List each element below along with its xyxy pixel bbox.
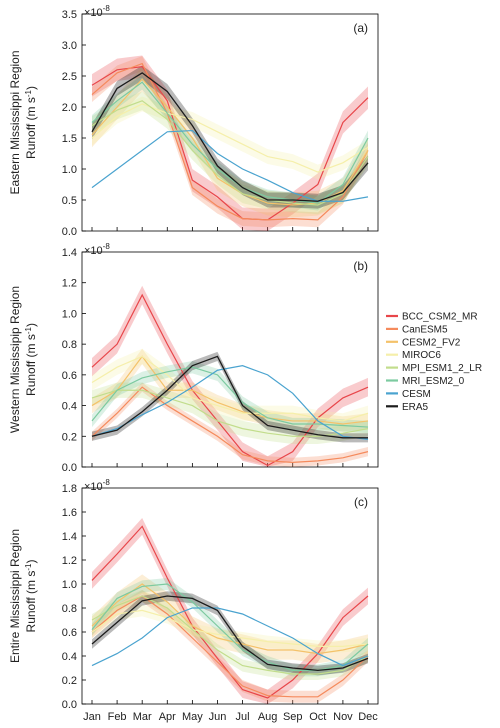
line-ERA5 [91,72,369,202]
legend-label: ERA5 [402,402,429,413]
line-BCC_CSM2_MR [91,66,369,221]
legend-label: MIROC6 [402,350,441,361]
y-tick-label: 0.5 [62,195,77,207]
band-ERA5 [92,591,368,676]
y-tick-label: 0.0 [62,226,77,238]
x-tick-label: Sep [283,711,303,723]
band-CESM2_FV2 [92,66,368,218]
plot-frame [81,487,379,705]
y-tick-label: 1.8 [62,483,77,495]
y-axis-label-unit: Runoff (m s-1) [24,323,38,396]
line-MIROC6 [91,609,369,648]
x-tick-label: Jul [236,711,250,723]
legend-label: CESM2_FV2 [402,337,461,348]
band-MPI_ESM1_2_LR [92,382,368,444]
line-CESM [91,607,369,667]
band-MRI_ESM2_0 [92,361,368,434]
legend-label: CanESM5 [402,324,448,335]
legend-label: MRI_ESM2_0 [402,376,465,387]
y-tick-label: 0.2 [62,431,77,443]
line-CanESM5 [91,595,369,698]
panel-1: 0.0 0.5 1.0 1.5 2.0 2.5 3.0 3.5 ×10-8 (a) Eastern … [8,4,379,238]
y-tick-label: 2.5 [62,71,77,83]
y-axis-label-unit: Runoff (m s-1) [24,560,38,633]
y-axis-label-region: Western Mississipip Region [8,286,22,433]
y-tick-label: 1.2 [62,555,77,567]
y-tick-label: 1.4 [62,247,77,259]
y-axis-label-region: Entire Mississippi Region [8,529,22,663]
y-tick-label: 2.0 [62,102,77,114]
band-MRI_ESM2_0 [92,74,368,211]
line-CESM2_FV2 [91,583,369,655]
x-tick-label: Aug [258,711,278,723]
y-tick-label: 1.0 [62,579,77,591]
y-tick-label: 1.2 [62,278,77,290]
line-CESM [91,129,369,202]
plot-frame [81,251,379,468]
line-MPI_ESM1_2_LR [91,595,369,675]
band-MPI_ESM1_2_LR [92,91,368,215]
line-BCC_CSM2_MR [91,293,369,467]
line-MIROC6 [91,355,369,422]
y-tick-label: 0.2 [62,675,77,687]
x-tick-label: Jun [209,711,227,723]
x-tick-label: Oct [309,711,326,723]
x-tick-label: Dec [358,711,378,723]
line-MRI_ESM2_0 [91,366,369,428]
legend-label: MPI_ESM1_2_LR [402,363,482,374]
y-tick-label: 0.0 [62,462,77,474]
line-CanESM5 [91,386,369,463]
y-tick-label: 3.5 [62,9,77,21]
line-CESM [91,365,369,440]
y-tick-label: 0.4 [62,651,77,663]
scale-factor-label: ×10-8 [84,4,110,19]
panel-label: (c) [354,495,368,509]
x-tick-label: Mar [133,711,152,723]
y-tick-label: 3.0 [62,40,77,52]
line-CanESM5 [91,62,369,221]
y-tick-label: 0.8 [62,603,77,615]
y-tick-label: 1.0 [62,164,77,176]
x-tick-label: May [182,711,203,723]
line-MPI_ESM1_2_LR [91,100,369,206]
band-CanESM5 [92,56,368,228]
panel-2: 0.0 0.2 0.4 0.6 0.8 1.0 1.2 1.4 ×10-8 (b) Western … [8,242,379,474]
legend-label: BCC_CSM2_MR [402,312,478,323]
panel-label: (a) [353,21,368,35]
legend-label: CESM [402,389,431,400]
line-ERA5 [91,595,369,672]
x-tick-label: Jan [83,711,101,723]
y-tick-label: 1.5 [62,133,77,145]
x-tick-label: Apr [159,711,176,723]
panel-label: (b) [353,259,368,273]
plot-frame [81,13,379,232]
line-CESM2_FV2 [91,355,369,425]
y-tick-label: 1.4 [62,531,77,543]
y-tick-label: 0.8 [62,339,77,351]
y-tick-label: 1.6 [62,507,77,519]
scale-factor-label: ×10-8 [84,478,110,493]
line-ERA5 [91,355,368,439]
scale-factor-label: ×10-8 [84,242,110,257]
x-tick-label: Feb [108,711,127,723]
y-axis-label-unit: Runoff (m s-1) [24,86,38,159]
y-tick-label: 1.0 [62,308,77,320]
line-MIROC6 [91,103,369,173]
band-MIROC6 [92,348,368,429]
y-tick-label: 0.4 [62,401,77,413]
y-tick-label: 0.6 [62,627,77,639]
panel-3: 0.0 0.2 0.4 0.6 0.8 1.0 1.2 1.4 1.6 1.8 ×10-8 (c) En… [8,478,379,723]
band-CanESM5 [92,382,368,467]
y-tick-label: 0.6 [62,370,77,382]
y-tick-label: 0.0 [62,699,77,711]
y-axis-label-region: Eastern Mississippi Region [8,50,22,194]
x-tick-label: Nov [333,711,353,723]
